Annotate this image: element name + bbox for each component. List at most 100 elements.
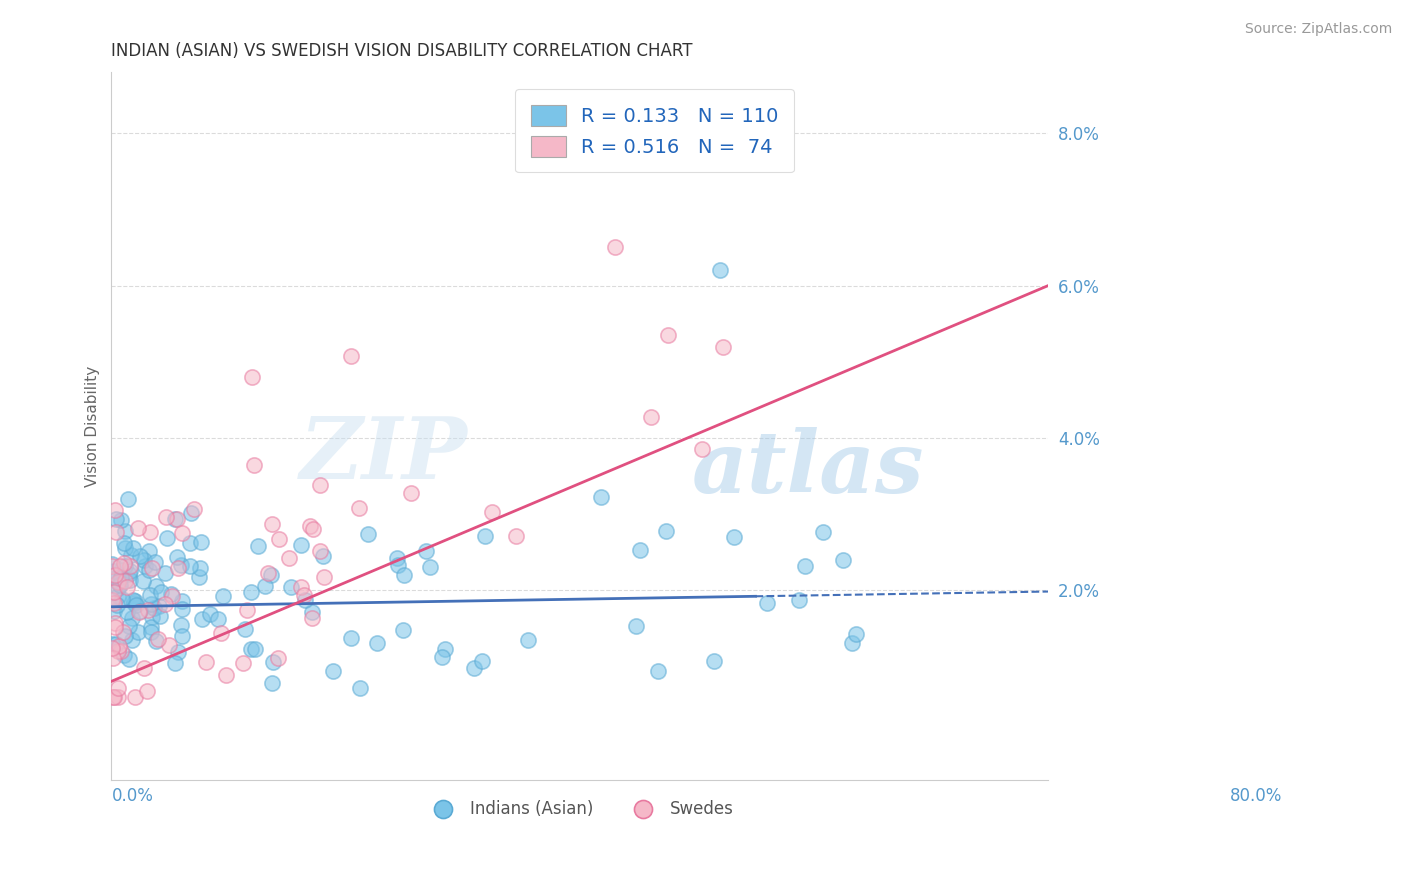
Point [120,548,142,562]
Point [474,529,496,543]
Point [108,577,131,591]
Point [392,623,415,637]
Point [433,642,456,657]
Point [139,525,162,540]
Point [170,558,193,572]
Point [139,620,162,634]
Point [141,597,163,611]
Point [105,599,128,613]
Point [481,505,503,519]
Point [195,656,218,670]
Point [139,588,162,602]
Point [118,566,141,581]
Point [103,690,125,704]
Point [170,617,193,632]
Point [215,668,238,682]
Point [132,574,155,589]
Point [709,263,731,277]
Point [170,601,193,615]
Point [240,641,263,656]
Point [188,569,211,583]
Point [299,518,322,533]
Point [100,637,122,651]
Point [243,458,266,473]
Text: INDIAN (ASIAN) VS SWEDISH VISION DISABILITY CORRELATION CHART: INDIAN (ASIAN) VS SWEDISH VISION DISABIL… [111,42,693,60]
Point [640,409,662,424]
Point [831,553,853,567]
Legend: Indians (Asian), Swedes: Indians (Asian), Swedes [419,794,740,825]
Point [114,574,136,588]
Point [207,612,229,626]
Point [236,603,259,617]
Point [134,559,156,574]
Point [301,611,323,625]
Point [117,491,139,506]
Point [845,627,868,641]
Point [111,591,134,606]
Point [711,339,734,353]
Point [112,648,135,662]
Point [105,637,128,651]
Point [309,544,332,558]
Point [101,641,124,656]
Point [122,592,145,607]
Point [132,553,155,567]
Point [128,605,150,619]
Point [267,651,290,665]
Point [122,596,145,610]
Point [301,522,323,536]
Point [339,349,361,363]
Point [322,665,344,679]
Point [290,580,312,594]
Point [170,594,193,608]
Point [121,632,143,647]
Point [118,652,141,666]
Point [112,535,135,549]
Point [107,644,129,658]
Point [259,567,281,582]
Point [690,442,713,456]
Point [103,596,125,610]
Point [180,506,202,520]
Point [148,632,170,647]
Point [167,561,190,575]
Point [209,626,232,640]
Point [657,328,679,343]
Text: ZIP: ZIP [299,413,467,497]
Point [129,549,152,563]
Point [212,589,235,603]
Point [129,604,152,618]
Point [394,567,416,582]
Point [122,541,145,555]
Point [114,524,136,538]
Point [111,625,134,640]
Point [245,641,267,656]
Point [301,605,323,619]
Point [148,599,170,613]
Point [107,589,129,603]
Point [257,566,280,580]
Point [103,690,125,704]
Point [124,594,146,608]
Point [127,521,149,535]
Point [115,605,138,619]
Point [110,563,132,577]
Point [703,653,725,667]
Point [110,644,132,658]
Point [723,530,745,544]
Point [110,570,132,584]
Point [294,592,316,607]
Point [278,551,301,566]
Point [191,612,214,626]
Point [267,532,290,546]
Point [312,570,335,584]
Point [165,512,187,526]
Point [139,624,162,639]
Point [110,513,132,527]
Point [366,636,388,650]
Text: 80.0%: 80.0% [1230,787,1282,805]
Point [232,656,254,670]
Point [141,609,163,624]
Point [114,556,136,570]
Point [280,580,302,594]
